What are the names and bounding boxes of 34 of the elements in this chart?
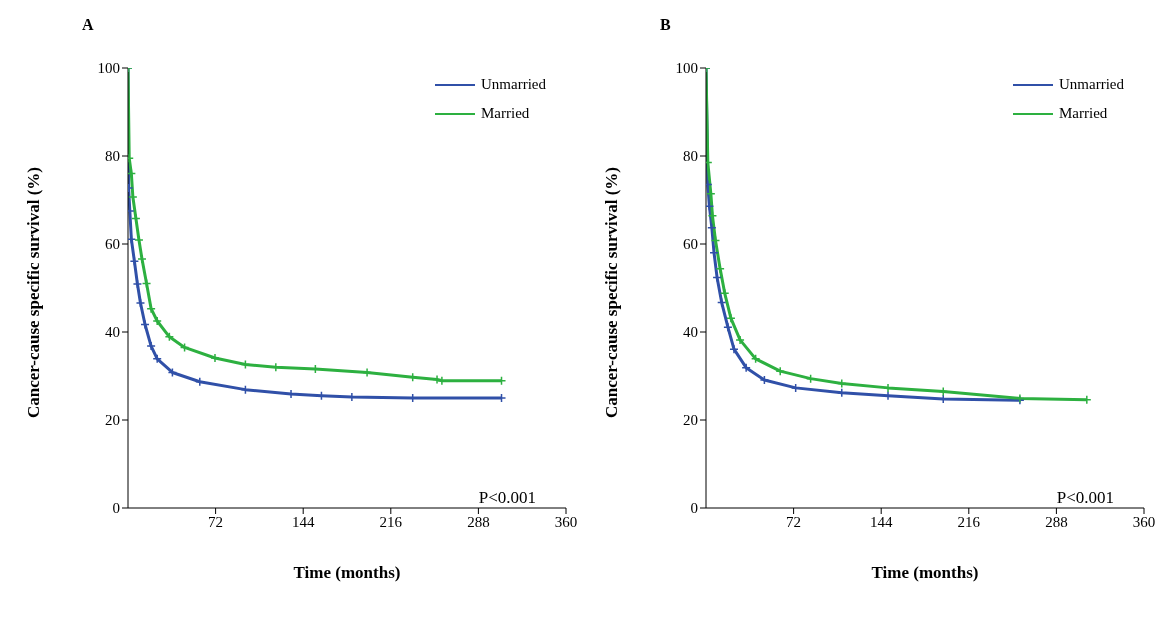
- x-tick-label: 72: [208, 513, 224, 530]
- annotation: P<0.001: [1056, 488, 1114, 508]
- x-tick-label: 144: [869, 513, 893, 530]
- legend-label: Unmarried: [1059, 76, 1124, 93]
- x-axis-title: Time (months): [871, 563, 979, 582]
- y-tick-label: 60: [105, 236, 120, 253]
- x-tick-label: 360: [1132, 513, 1156, 530]
- y-axis-title: Cancer-cause specific survival (%): [602, 166, 622, 418]
- legend-label: Unmarried: [481, 76, 546, 93]
- y-tick-label: 100: [97, 60, 120, 77]
- y-tick-label: 0: [690, 500, 698, 517]
- annotation: P<0.001: [478, 488, 536, 508]
- y-tick-label: 40: [683, 324, 698, 341]
- x-axis-title: Time (months): [293, 563, 401, 582]
- legend-label: Married: [481, 105, 530, 122]
- chart-title: B: [660, 16, 671, 34]
- y-tick-label: 40: [105, 324, 120, 341]
- x-tick-label: 360: [554, 513, 578, 530]
- y-tick-label: 20: [683, 412, 698, 429]
- x-tick-label: 72: [786, 513, 802, 530]
- y-tick-label: 100: [675, 60, 698, 77]
- x-tick-label: 144: [291, 513, 315, 530]
- x-tick-label: 288: [1045, 513, 1068, 530]
- y-tick-label: 80: [683, 148, 698, 165]
- y-tick-label: 0: [112, 500, 120, 517]
- chart-title: A: [82, 16, 94, 34]
- y-tick-label: 80: [105, 148, 120, 165]
- y-tick-label: 60: [683, 236, 698, 253]
- y-tick-label: 20: [105, 412, 120, 429]
- x-tick-label: 216: [957, 513, 981, 530]
- x-tick-label: 216: [379, 513, 403, 530]
- y-axis-title: Cancer-cause specific survival (%): [24, 166, 44, 418]
- x-tick-label: 288: [467, 513, 490, 530]
- legend-label: Married: [1059, 105, 1108, 122]
